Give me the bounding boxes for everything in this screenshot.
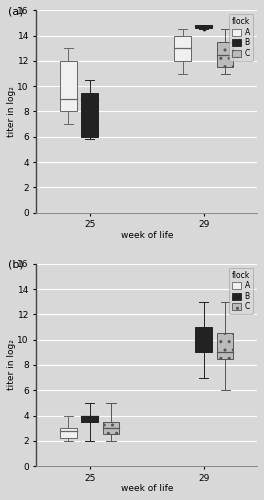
Text: (b): (b): [8, 260, 23, 270]
Bar: [60, 428, 77, 438]
Bar: [103, 422, 119, 434]
Bar: [81, 92, 98, 137]
Bar: [81, 416, 98, 422]
Bar: [174, 36, 191, 61]
Legend: A, B, C: A, B, C: [229, 268, 253, 314]
Y-axis label: titer in log₂: titer in log₂: [7, 86, 16, 137]
X-axis label: week of life: week of life: [120, 484, 173, 493]
Text: (a): (a): [8, 6, 23, 16]
Bar: [195, 327, 212, 352]
X-axis label: week of life: week of life: [120, 230, 173, 239]
Bar: [217, 334, 233, 358]
Bar: [60, 61, 77, 112]
Y-axis label: titer in log₂: titer in log₂: [7, 340, 16, 390]
Legend: A, B, C: A, B, C: [229, 14, 253, 61]
Bar: [217, 42, 233, 68]
Bar: [195, 25, 212, 28]
